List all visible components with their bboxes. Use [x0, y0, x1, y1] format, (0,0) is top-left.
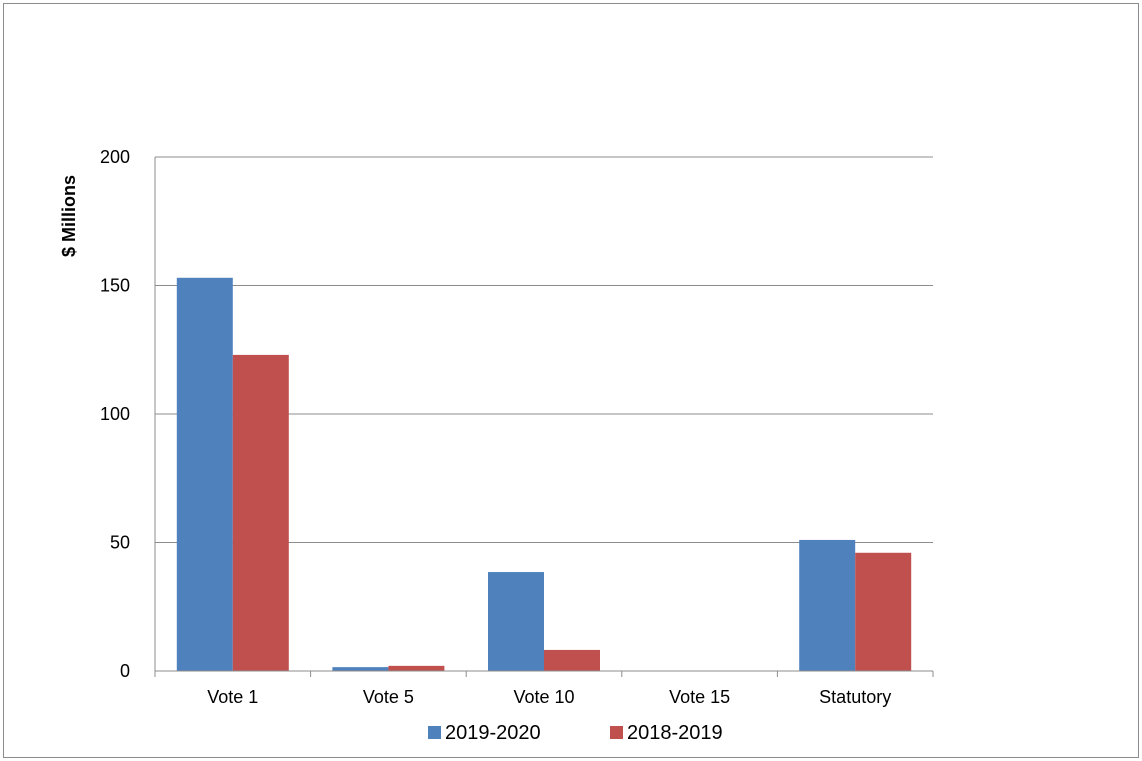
y-tick-label: 100: [100, 404, 130, 424]
x-tick-label: Vote 10: [513, 687, 574, 707]
bar-2018-2019-statutory: [855, 552, 912, 671]
x-tick-label: Vote 5: [363, 687, 414, 707]
axes: [154, 157, 934, 677]
bar-2019-2020-vote-5: [332, 667, 389, 671]
y-tick-label: 200: [100, 147, 130, 167]
legend-swatch-2018-2019: [610, 726, 623, 739]
bars: [176, 277, 912, 671]
legend-label: 2018-2019: [627, 722, 723, 744]
y-axis-title: $ Millions: [59, 175, 79, 257]
bar-2019-2020-statutory: [799, 539, 856, 671]
bar-2019-2020-vote-10: [488, 572, 544, 671]
y-tick-label: 0: [120, 661, 130, 681]
bar-2018-2019-vote-5: [388, 665, 445, 671]
legend-label: 2019-2020: [445, 722, 541, 744]
bar-2018-2019-vote-10: [544, 649, 600, 671]
legend-swatch-2019-2020: [428, 726, 441, 739]
bar-2018-2019-vote-1: [232, 354, 289, 671]
x-tick-label: Statutory: [819, 687, 891, 707]
y-tick-label: 150: [100, 276, 130, 296]
bar-2019-2020-vote-1: [176, 277, 233, 671]
legend: 2019-2020 2018-2019: [428, 722, 723, 744]
x-tick-labels: Vote 1 Vote 5 Vote 10 Vote 15 Statutory: [207, 687, 891, 707]
y-tick-labels: 0 50 100 150 200: [100, 147, 130, 681]
x-tick-label: Vote 1: [207, 687, 258, 707]
x-tick-label: Vote 15: [669, 687, 730, 707]
y-tick-label: 50: [110, 533, 130, 553]
